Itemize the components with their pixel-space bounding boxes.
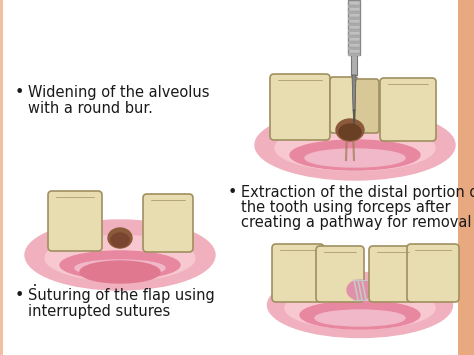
- Polygon shape: [352, 75, 356, 110]
- FancyBboxPatch shape: [272, 244, 324, 302]
- Text: •: •: [15, 288, 24, 303]
- Text: Widening of the alveolus: Widening of the alveolus: [28, 85, 210, 100]
- Ellipse shape: [80, 261, 160, 283]
- Ellipse shape: [300, 301, 420, 329]
- FancyBboxPatch shape: [348, 35, 360, 38]
- FancyBboxPatch shape: [143, 194, 193, 252]
- FancyBboxPatch shape: [369, 246, 417, 302]
- Ellipse shape: [111, 233, 129, 247]
- Polygon shape: [353, 110, 355, 125]
- Text: Suturing of the flap using: Suturing of the flap using: [28, 288, 215, 303]
- Ellipse shape: [108, 228, 132, 248]
- Text: creating a pathway for removal: creating a pathway for removal: [241, 215, 472, 230]
- FancyBboxPatch shape: [380, 78, 436, 141]
- Ellipse shape: [267, 273, 453, 338]
- FancyBboxPatch shape: [348, 17, 360, 20]
- Ellipse shape: [25, 220, 215, 290]
- FancyBboxPatch shape: [348, 0, 360, 55]
- Text: interrupted sutures: interrupted sutures: [28, 304, 170, 319]
- Ellipse shape: [60, 251, 180, 279]
- FancyBboxPatch shape: [348, 23, 360, 26]
- FancyBboxPatch shape: [348, 53, 360, 56]
- Ellipse shape: [347, 280, 373, 300]
- FancyBboxPatch shape: [348, 5, 360, 8]
- FancyBboxPatch shape: [351, 55, 357, 75]
- Text: •: •: [228, 185, 237, 200]
- Ellipse shape: [315, 310, 405, 326]
- Text: Extraction of the distal portion of: Extraction of the distal portion of: [241, 185, 474, 200]
- Ellipse shape: [285, 287, 435, 329]
- Text: •: •: [15, 85, 24, 100]
- Ellipse shape: [336, 119, 364, 141]
- Ellipse shape: [305, 149, 405, 167]
- Ellipse shape: [45, 235, 195, 280]
- Ellipse shape: [275, 126, 435, 170]
- Ellipse shape: [75, 260, 165, 276]
- Text: •: •: [33, 283, 37, 289]
- FancyBboxPatch shape: [330, 77, 358, 133]
- FancyBboxPatch shape: [407, 244, 459, 302]
- FancyBboxPatch shape: [48, 191, 102, 251]
- Text: with a round bur.: with a round bur.: [28, 101, 153, 116]
- Text: the tooth using forceps after: the tooth using forceps after: [241, 200, 451, 215]
- FancyBboxPatch shape: [348, 47, 360, 50]
- FancyBboxPatch shape: [348, 11, 360, 14]
- Ellipse shape: [255, 110, 455, 180]
- FancyBboxPatch shape: [348, 29, 360, 32]
- FancyBboxPatch shape: [458, 0, 474, 355]
- FancyBboxPatch shape: [270, 74, 330, 140]
- Ellipse shape: [339, 124, 361, 140]
- FancyBboxPatch shape: [0, 0, 3, 355]
- FancyBboxPatch shape: [355, 79, 379, 133]
- Ellipse shape: [290, 140, 420, 170]
- FancyBboxPatch shape: [316, 246, 364, 302]
- FancyBboxPatch shape: [348, 41, 360, 44]
